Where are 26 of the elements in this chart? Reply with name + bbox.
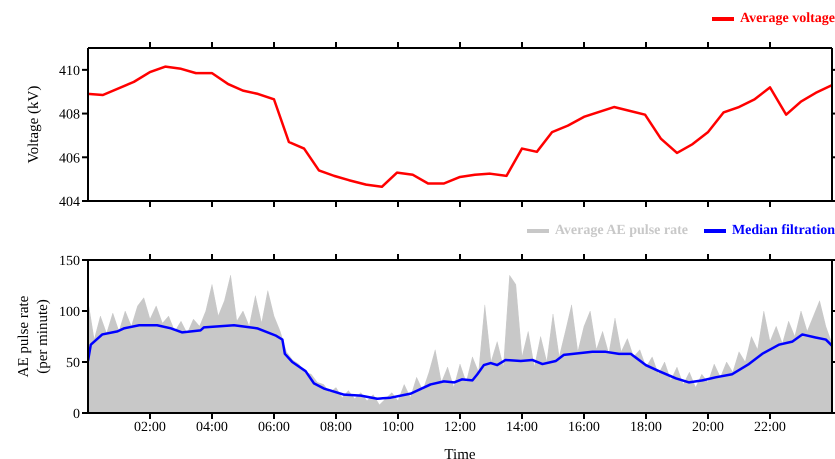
- line-series: [88, 65, 832, 188]
- y-axis-title: Voltage (kV): [26, 86, 42, 164]
- y-tick-label: 404: [59, 194, 80, 210]
- x-tick-label: 18:00: [630, 420, 662, 435]
- y-axis-title: AE pulse rate (per minute): [16, 295, 51, 378]
- x-tick-label: 10:00: [382, 420, 414, 435]
- y-tick-label: 50: [66, 356, 80, 371]
- y-tick-label: 410: [59, 64, 80, 79]
- legend-label: Median filtration: [732, 223, 835, 239]
- x-tick-label: 20:00: [692, 420, 724, 435]
- y-tick-label: 408: [59, 108, 80, 123]
- x-tick-label: 04:00: [196, 420, 228, 435]
- y-tick-label: 406: [59, 151, 80, 166]
- y-tick-label: 0: [73, 406, 80, 422]
- y-tick-label: 100: [59, 304, 80, 320]
- x-tick-label: 06:00: [258, 420, 290, 435]
- x-tick-label: 02:00: [134, 420, 166, 435]
- legend-label: Average voltage: [740, 11, 835, 27]
- x-tick-label: 12:00: [444, 420, 476, 435]
- line-series: [88, 324, 832, 400]
- x-tick-label: 08:00: [320, 420, 352, 435]
- x-tick-label: 14:00: [506, 420, 538, 435]
- x-tick-label: 22:00: [754, 420, 786, 435]
- x-axis-title: Time: [444, 447, 476, 459]
- y-tick-label: 150: [59, 254, 80, 269]
- x-tick-label: 16:00: [568, 420, 600, 435]
